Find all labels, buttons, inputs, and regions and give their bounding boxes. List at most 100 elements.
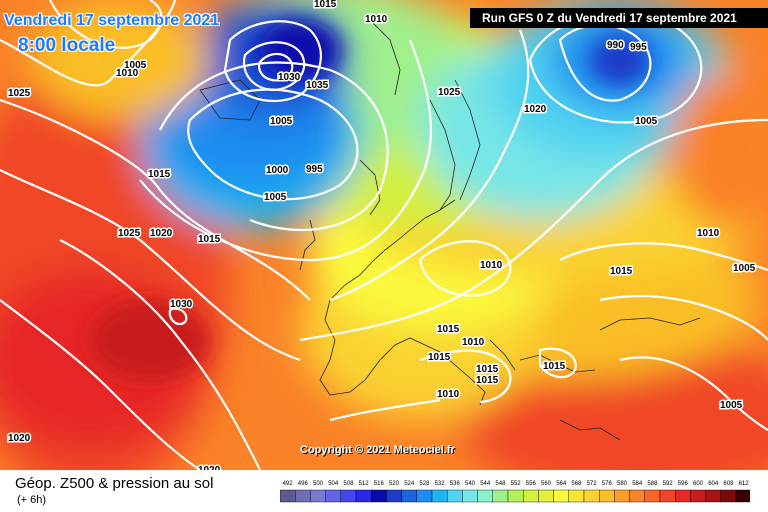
copyright-notice: Copyright © 2021 Meteociel.fr <box>300 444 455 456</box>
scale-tick-label: 492 <box>283 481 294 487</box>
scale-color-swatch <box>492 489 509 503</box>
forecast-time-title: 8:00 locale <box>18 35 116 56</box>
scale-color-swatch <box>644 489 661 503</box>
isobar-label: 995 <box>306 164 323 175</box>
scale-tick-label: 504 <box>328 481 339 487</box>
scale-color-swatch <box>280 489 296 503</box>
scale-color-swatch <box>310 489 326 503</box>
scale-color-swatch <box>705 489 722 503</box>
scale-tick-label: 512 <box>359 481 370 487</box>
scale-color-swatch <box>690 489 706 503</box>
isobar-label: 1005 <box>264 192 287 203</box>
scale-color-swatch <box>583 489 600 503</box>
scale-color-swatch <box>522 489 539 503</box>
scale-tick-label: 520 <box>389 481 400 487</box>
isobar-label: 1015 <box>314 0 337 10</box>
scale-tick-label: 528 <box>419 481 430 487</box>
scale-tick-label: 584 <box>632 481 643 487</box>
scale-tick-label: 524 <box>404 481 415 487</box>
isobar-label: 1025 <box>438 87 461 98</box>
isobar-label: 995 <box>630 42 647 53</box>
isobar-label: 1005 <box>720 400 743 411</box>
scale-tick-label: 552 <box>511 481 522 487</box>
isobar-label: 1015 <box>428 352 451 363</box>
scale-color-swatch <box>355 489 372 503</box>
isobar-label: 990 <box>607 40 624 51</box>
scale-tick-label: 592 <box>663 481 674 487</box>
scale-color-swatch <box>659 489 676 503</box>
scale-color-swatch <box>507 489 524 503</box>
isobar-label: 1030 <box>278 72 301 83</box>
isobar-label: 1005 <box>270 116 293 127</box>
isobar-label: 1020 <box>8 433 31 444</box>
scale-tick-label: 576 <box>602 481 613 487</box>
scale-color-swatch <box>477 489 494 503</box>
z500-color-field <box>0 0 768 470</box>
scale-tick-label: 564 <box>556 481 567 487</box>
scale-tick-label: 560 <box>541 481 552 487</box>
scale-tick-label: 516 <box>374 481 385 487</box>
scale-tick-label: 556 <box>526 481 537 487</box>
scale-color-swatch <box>629 489 646 503</box>
scale-tick-label: 544 <box>480 481 491 487</box>
run-info-banner: Run GFS 0 Z du Vendredi 17 septembre 202… <box>470 8 768 28</box>
scale-color-swatch <box>294 489 311 503</box>
scale-color-swatch <box>599 489 615 503</box>
isobar-label: 1015 <box>543 361 566 372</box>
scale-color-swatch <box>370 489 387 503</box>
scale-tick-label: 532 <box>435 481 446 487</box>
isobar-labels: 1015 1010 1005 1010 1025 1030 1035 1005 … <box>7 0 758 470</box>
isobar-label: 1020 <box>198 465 221 470</box>
lead-time-label: (+ 6h) <box>17 494 47 506</box>
scale-tick-label: 608 <box>723 481 734 487</box>
isobar-label: 1025 <box>118 228 141 239</box>
scale-color-swatch <box>538 489 554 503</box>
scale-tick-label: 548 <box>495 481 506 487</box>
isobar-label: 1010 <box>365 14 388 25</box>
isobar-label: 1010 <box>697 228 720 239</box>
scale-color-swatch <box>462 489 478 503</box>
isobar-label: 1015 <box>148 169 171 180</box>
scale-color-swatch <box>614 489 630 503</box>
scale-color-swatch <box>416 489 433 503</box>
scale-tick-label: 612 <box>739 481 750 487</box>
scale-color-swatch <box>401 489 417 503</box>
isobar-label: 1020 <box>524 104 547 115</box>
scale-color-swatch <box>325 489 341 503</box>
isobar-label: 1010 <box>116 68 139 79</box>
forecast-date-title: Vendredi 17 septembre 2021 <box>4 12 220 29</box>
scale-color-swatch <box>720 489 737 503</box>
isobar-label: 1000 <box>266 165 289 176</box>
scale-color-swatch <box>446 489 463 503</box>
variable-label: Géop. Z500 & pression au sol <box>15 475 214 492</box>
scale-tick-label: 600 <box>693 481 704 487</box>
isobar-label: 1025 <box>8 88 31 99</box>
isobar-label: 1015 <box>198 234 221 245</box>
scale-color-swatch <box>340 489 357 503</box>
scale-color-swatch <box>568 489 585 503</box>
isobar-label: 1015 <box>476 364 499 375</box>
scale-tick-label: 604 <box>708 481 719 487</box>
scale-color-swatch <box>386 489 402 503</box>
isobar-label: 1005 <box>733 263 756 274</box>
scale-tick-label: 496 <box>298 481 309 487</box>
scale-color-swatch <box>675 489 691 503</box>
isobar-label: 1010 <box>462 337 485 348</box>
isobar-label: 1030 <box>170 299 193 310</box>
isobar-label: 1010 <box>437 389 460 400</box>
color-scale-legend: 492 496 500 504 508 512 516 520 524 528 532 536 540 5… <box>280 481 750 503</box>
scale-tick-label: 536 <box>450 481 461 487</box>
isobar-label: 1020 <box>150 228 173 239</box>
isobar-label: 1035 <box>306 80 329 91</box>
isobar-label: 1015 <box>476 375 499 386</box>
map-footer: Géop. Z500 & pression au sol (+ 6h) 492 4… <box>0 470 768 512</box>
scale-tick-label: 588 <box>647 481 658 487</box>
scale-tick-label: 596 <box>678 481 689 487</box>
isobar-label: 1010 <box>480 260 503 271</box>
isobar-label: 1005 <box>635 116 658 127</box>
scale-tick-label: 568 <box>571 481 582 487</box>
isobar-label: 1015 <box>437 324 460 335</box>
scale-tick-label: 540 <box>465 481 476 487</box>
isobar-label: 1005 <box>124 60 147 71</box>
